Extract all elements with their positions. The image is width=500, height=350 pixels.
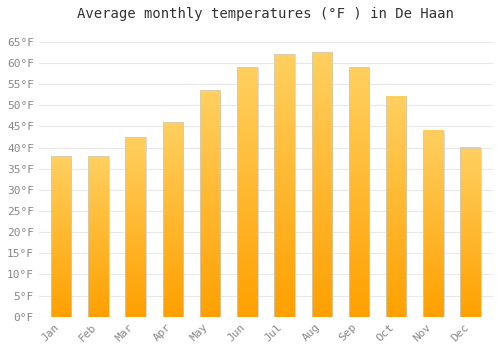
Bar (88, 156, 108, 317)
Bar (126, 137, 146, 317)
Bar (349, 67, 370, 317)
Bar (460, 148, 481, 317)
Title: Average monthly temperatures (°F ) in De Haan: Average monthly temperatures (°F ) in De… (78, 7, 454, 21)
Bar (162, 122, 183, 317)
Bar (200, 90, 220, 317)
Bar (312, 52, 332, 317)
Bar (274, 55, 295, 317)
Bar (386, 97, 406, 317)
Bar (423, 131, 444, 317)
Bar (51, 156, 72, 317)
Bar (237, 67, 258, 317)
